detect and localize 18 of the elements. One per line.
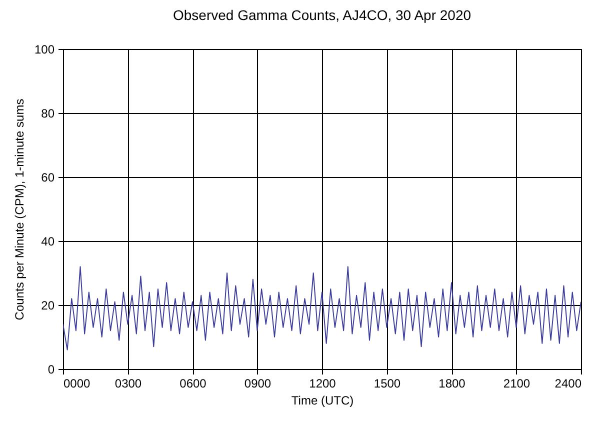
chart-title: Observed Gamma Counts, AJ4CO, 30 Apr 2020 [172,7,472,23]
x-tick-label: 0900 [244,376,272,390]
x-tick-label: 0600 [180,376,207,390]
x-axis-title: Time (UTC) [291,394,354,408]
x-tick-label: 2400 [554,376,582,390]
x-tick-label: 2100 [503,376,530,390]
x-tick-label: 1200 [309,376,336,390]
x-tick-label: 0300 [114,376,142,390]
x-tick-label: 1800 [438,376,466,390]
y-axis-title: Counts per Minute (CPM), 1-minute sums [12,98,26,320]
y-tick-label: 60 [41,170,55,184]
y-tick-label: 80 [41,106,55,120]
y-tick-label: 20 [41,298,55,312]
x-tick-label: 0000 [64,376,91,390]
y-tick-label: 100 [34,42,55,56]
x-tick-label: 1500 [374,376,401,390]
y-tick-label: 40 [41,234,55,248]
y-tick-label: 0 [48,362,55,376]
